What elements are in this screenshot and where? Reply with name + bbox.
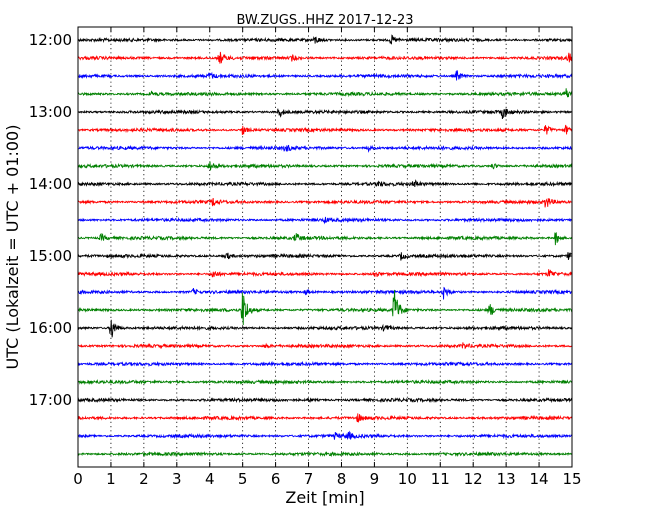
x-tick-label: 15 <box>562 470 581 488</box>
y-tick-label: 12:00 <box>29 31 72 49</box>
plot-frame <box>77 26 573 468</box>
trace-1345 <box>77 161 573 171</box>
trace-1630 <box>77 360 573 368</box>
y-axis-label: UTC (Lokalzeit = UTC + 01:00) <box>3 125 22 370</box>
x-tick-label: 0 <box>73 470 83 488</box>
trace-1430 <box>77 216 573 225</box>
trace-1400 <box>77 179 573 188</box>
trace-1730 <box>77 430 573 441</box>
trace-1700 <box>77 396 573 404</box>
x-tick-label: 1 <box>106 470 116 488</box>
trace-1415 <box>77 198 573 208</box>
x-tick-label: 4 <box>205 470 215 488</box>
trace-1245 <box>77 88 573 98</box>
trace-1215 <box>77 51 573 64</box>
y-tick-label: 15:00 <box>29 247 72 265</box>
y-tick-label: 14:00 <box>29 175 72 193</box>
x-tick-label: 9 <box>370 470 380 488</box>
trace-1330 <box>77 144 573 153</box>
x-tick-label: 5 <box>238 470 248 488</box>
trace-1530 <box>77 286 573 300</box>
x-axis-label: Zeit [min] <box>285 488 364 507</box>
chart-title: BW.ZUGS..HHZ 2017-12-23 <box>236 13 413 28</box>
x-tick-label: 3 <box>172 470 182 488</box>
y-axis-ticks: 12:00 13:00 14:00 15:00 16:00 17:00 <box>29 31 572 409</box>
trace-1615 <box>77 342 573 350</box>
x-tick-label: 10 <box>398 470 417 488</box>
x-tick-label: 2 <box>139 470 149 488</box>
y-tick-label: 13:00 <box>29 103 72 121</box>
x-tick-label: 6 <box>271 470 281 488</box>
trace-1200 <box>77 34 573 45</box>
x-tick-label: 8 <box>337 470 347 488</box>
trace-1745 <box>77 450 573 458</box>
x-tick-label: 14 <box>530 470 549 488</box>
y-tick-label: 17:00 <box>29 391 72 409</box>
trace-1445 <box>77 231 573 246</box>
trace-1515 <box>77 269 573 278</box>
x-tick-label: 12 <box>464 470 483 488</box>
trace-1545 <box>77 289 573 326</box>
x-tick-label: 11 <box>431 470 450 488</box>
y-tick-label: 16:00 <box>29 319 72 337</box>
trace-1500 <box>77 252 573 261</box>
trace-1600 <box>77 319 573 338</box>
trace-1230 <box>77 70 573 81</box>
trace-1300 <box>77 108 573 120</box>
x-axis-ticks: 0 1 2 3 4 5 6 7 8 9 10 11 12 13 14 15 <box>73 27 582 488</box>
trace-1315 <box>77 124 573 136</box>
trace-1715 <box>77 413 573 423</box>
x-tick-label: 7 <box>304 470 314 488</box>
trace-1645 <box>77 378 573 386</box>
traces <box>77 34 573 458</box>
x-tick-label: 13 <box>497 470 516 488</box>
